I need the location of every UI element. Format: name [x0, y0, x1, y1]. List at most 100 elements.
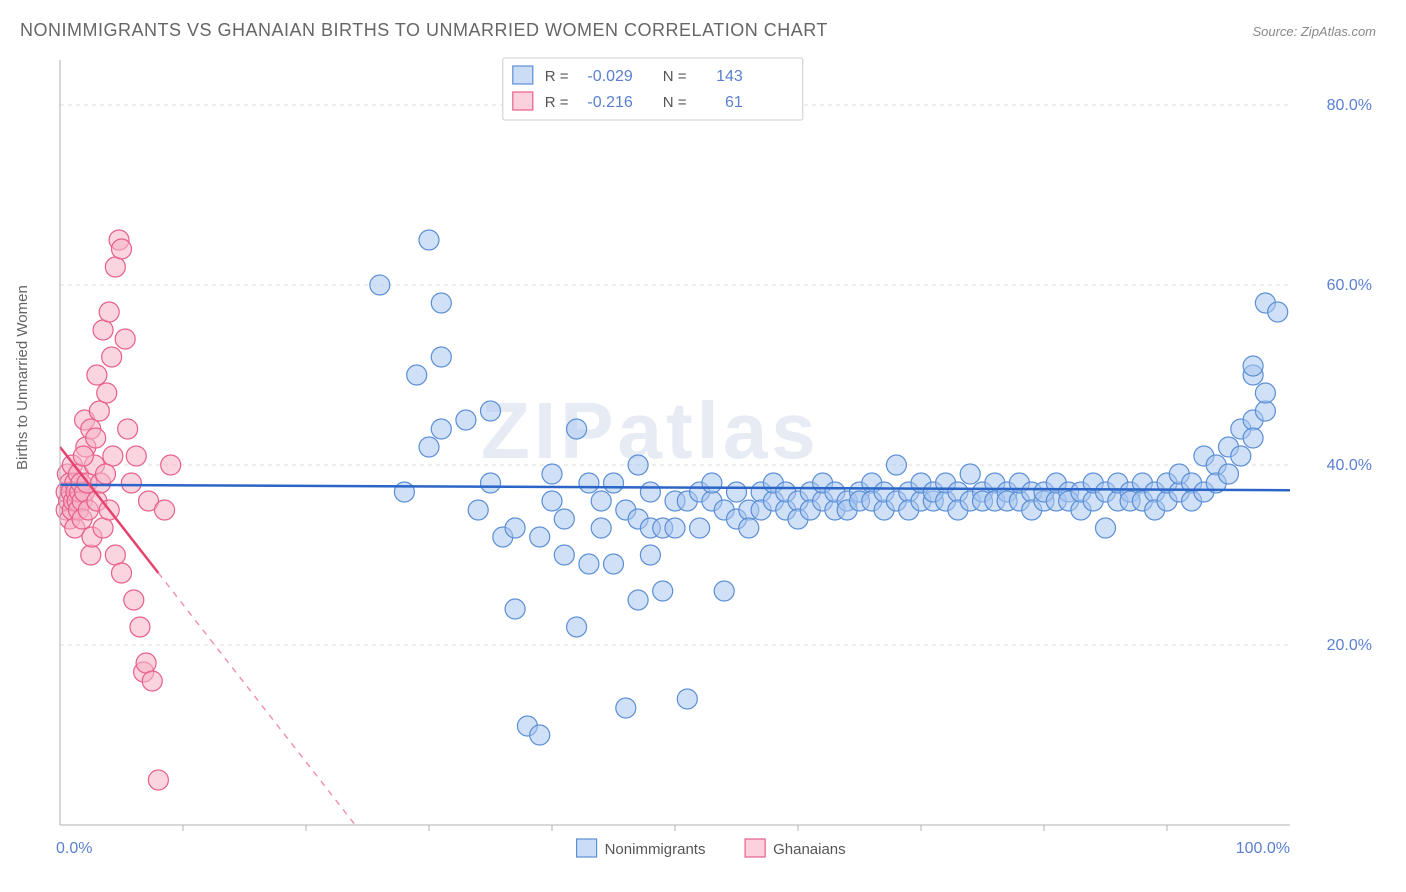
y-tick-label: 20.0%	[1327, 637, 1372, 654]
data-point	[1255, 383, 1275, 403]
watermark: ZIPatlas	[481, 386, 820, 475]
data-point	[604, 554, 624, 574]
data-point	[542, 491, 562, 511]
legend-label: Nonimmigrants	[605, 841, 706, 858]
data-point	[407, 365, 427, 385]
data-point	[530, 527, 550, 547]
y-tick-label: 40.0%	[1327, 457, 1372, 474]
legend-swatch	[513, 66, 533, 84]
data-point	[431, 293, 451, 313]
data-point	[99, 302, 119, 322]
data-point	[1231, 446, 1251, 466]
data-point	[653, 581, 673, 601]
data-point	[886, 455, 906, 475]
data-point	[604, 473, 624, 493]
data-point	[542, 464, 562, 484]
data-point	[87, 365, 107, 385]
legend-r-label: R =	[545, 68, 569, 85]
series-legend: Nonimmigrants Ghanaians	[577, 839, 846, 858]
data-point	[148, 770, 168, 790]
data-point	[640, 545, 660, 565]
data-point	[505, 599, 525, 619]
trend-line-dashed	[158, 573, 355, 825]
data-point	[105, 545, 125, 565]
data-point	[579, 554, 599, 574]
data-point	[155, 500, 175, 520]
data-point	[665, 518, 685, 538]
data-point	[702, 473, 722, 493]
data-point	[628, 590, 648, 610]
data-point	[960, 464, 980, 484]
data-point	[591, 518, 611, 538]
data-point	[103, 446, 123, 466]
data-point	[419, 437, 439, 457]
data-point	[739, 518, 759, 538]
data-point	[93, 320, 113, 340]
legend-label: Ghanaians	[773, 841, 846, 858]
x-tick-label: 0.0%	[56, 840, 92, 857]
data-point	[112, 239, 132, 259]
data-point	[105, 257, 125, 277]
data-point	[714, 581, 734, 601]
data-point	[1096, 518, 1116, 538]
y-axis-label: Births to Unmarried Women	[14, 285, 31, 470]
data-point	[112, 563, 132, 583]
data-point	[73, 446, 93, 466]
data-point	[102, 347, 122, 367]
data-point	[677, 689, 697, 709]
data-point	[727, 482, 747, 502]
data-point	[530, 725, 550, 745]
data-point	[431, 419, 451, 439]
data-point	[93, 518, 113, 538]
data-point	[121, 473, 141, 493]
data-point	[118, 419, 138, 439]
data-point	[554, 509, 574, 529]
data-point	[419, 230, 439, 250]
legend-r-value: -0.216	[587, 94, 632, 111]
legend-n-label: N =	[663, 68, 687, 85]
data-point	[431, 347, 451, 367]
legend-r-value: -0.029	[587, 68, 632, 85]
legend-swatch	[577, 839, 597, 857]
y-tick-label: 60.0%	[1327, 277, 1372, 294]
data-point	[97, 383, 117, 403]
data-point	[136, 653, 156, 673]
data-point	[142, 671, 162, 691]
data-point	[591, 491, 611, 511]
data-point	[1255, 401, 1275, 421]
data-point	[456, 410, 476, 430]
legend-n-value: 143	[716, 68, 743, 85]
data-point	[468, 500, 488, 520]
data-point	[505, 518, 525, 538]
data-point	[1219, 464, 1239, 484]
chart-title: NONIMMIGRANTS VS GHANAIAN BIRTHS TO UNMA…	[20, 20, 828, 41]
data-point	[1243, 356, 1263, 376]
data-point	[481, 401, 501, 421]
data-point	[130, 617, 150, 637]
data-point	[628, 455, 648, 475]
data-point	[481, 473, 501, 493]
source-label: Source: ZipAtlas.com	[1252, 24, 1376, 39]
data-point	[690, 518, 710, 538]
data-point	[124, 590, 144, 610]
data-point	[554, 545, 574, 565]
data-point	[370, 275, 390, 295]
data-point	[81, 545, 101, 565]
correlation-chart: 20.0% 40.0% 60.0% 80.0% ZIPatlas 0.0% 100.0% R …	[50, 50, 1380, 880]
data-point	[1268, 302, 1288, 322]
data-point	[640, 482, 660, 502]
data-point	[96, 464, 116, 484]
data-point	[1243, 428, 1263, 448]
y-tick-label: 80.0%	[1327, 97, 1372, 114]
legend-r-label: R =	[545, 94, 569, 111]
data-point	[126, 446, 146, 466]
data-point	[115, 329, 135, 349]
data-point	[567, 419, 587, 439]
data-point	[567, 617, 587, 637]
data-point	[86, 428, 106, 448]
x-tick-label: 100.0%	[1236, 840, 1290, 857]
legend-swatch	[745, 839, 765, 857]
data-point	[89, 401, 109, 421]
stats-legend: R =-0.029N =143R =-0.216N =61	[503, 58, 803, 120]
legend-n-value: 61	[725, 94, 743, 111]
